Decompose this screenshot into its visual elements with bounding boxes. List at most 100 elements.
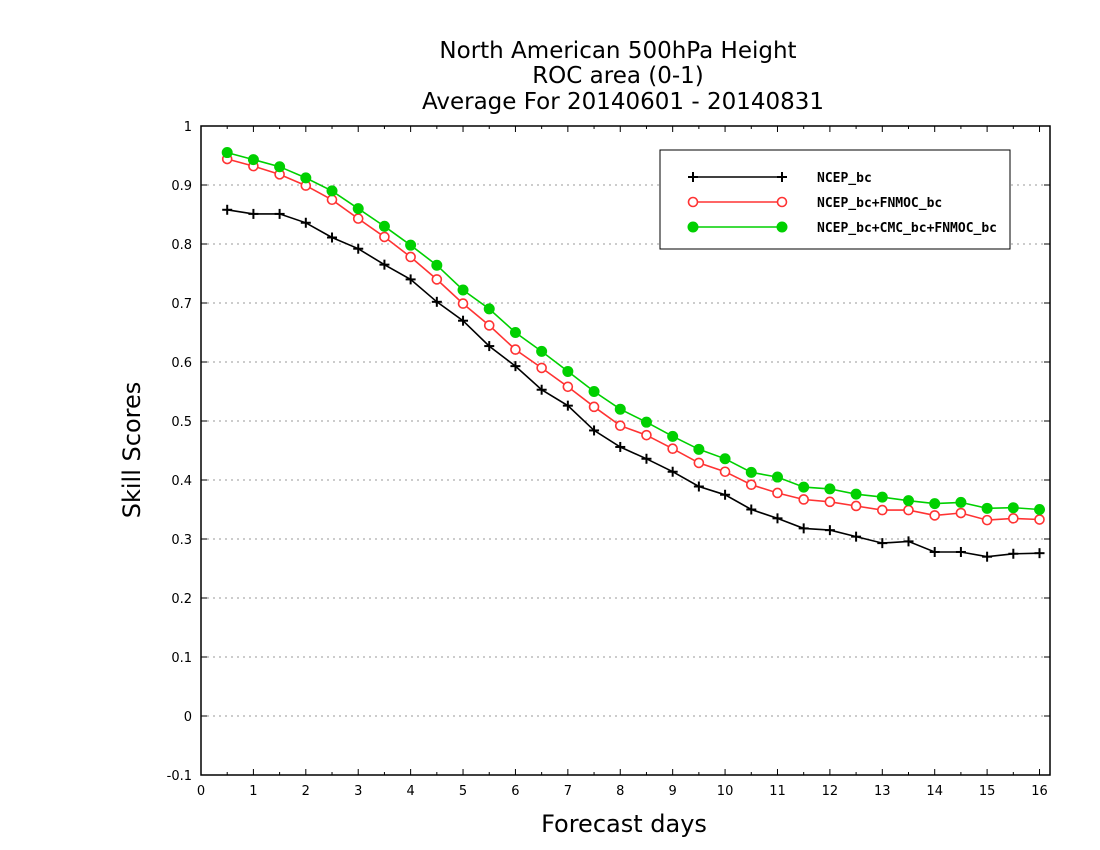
data-point: [641, 453, 652, 464]
legend-label: NCEP_bc+CMC_bc+FNMOC_bc: [817, 221, 997, 236]
y-tick-label: 0.4: [171, 474, 192, 489]
chart-title: North American 500hPa Height ROC area (0…: [422, 38, 824, 115]
y-tick-label: 0.1: [171, 651, 192, 666]
data-point: [510, 344, 521, 355]
data-point: [955, 546, 966, 557]
x-tick-label: 0: [197, 784, 205, 799]
data-point: [746, 504, 757, 515]
y-axis-title: Skill Scores: [118, 382, 146, 519]
data-point: [562, 400, 573, 411]
legend-item-2: NCEP_bc+CMC_bc+FNMOC_bc: [687, 221, 997, 236]
legend-label: NCEP_bc+FNMOC_bc: [817, 196, 942, 211]
title-line-2: ROC area (0-1): [532, 63, 704, 89]
data-point: [745, 479, 757, 491]
data-point: [719, 453, 731, 465]
series-1: [221, 153, 1045, 526]
data-point: [536, 362, 547, 374]
data-point: [771, 471, 783, 483]
data-point: [719, 466, 731, 478]
x-tick-label: 13: [874, 784, 891, 799]
data-point: [352, 203, 364, 215]
x-tick-label: 11: [769, 784, 786, 799]
series-0: [222, 204, 1045, 562]
legend-marker-end: [776, 221, 788, 233]
legend-box: [659, 149, 1011, 250]
data-point: [483, 303, 495, 315]
data-point: [405, 274, 416, 285]
data-point: [693, 481, 704, 492]
x-tick-label: 9: [669, 784, 677, 799]
data-point: [536, 345, 548, 357]
x-tick-label: 8: [616, 784, 624, 799]
x-tick-label: 16: [1031, 784, 1048, 799]
data-point: [981, 514, 993, 526]
data-point: [326, 194, 338, 206]
legend-marker-end: [777, 172, 787, 182]
data-point: [457, 298, 469, 309]
data-point: [772, 513, 783, 524]
data-point: [929, 498, 941, 510]
legend-item-1: NCEP_bc+FNMOC_bc: [687, 196, 942, 211]
data-point: [221, 147, 233, 159]
legend-item-0: NCEP_bc: [688, 171, 872, 186]
data-point: [929, 546, 940, 557]
plot-series: [221, 147, 1046, 562]
data-point: [798, 523, 809, 534]
data-point: [667, 430, 679, 442]
legend-marker-end: [776, 196, 788, 208]
data-point: [353, 243, 364, 254]
data-point: [378, 220, 390, 232]
data-point: [981, 502, 993, 514]
data-point: [509, 327, 521, 338]
data-point: [405, 239, 417, 251]
series-line-0: [227, 209, 1040, 558]
data-point: [615, 441, 626, 452]
x-tick-label: 7: [564, 784, 572, 799]
x-tick-label: 3: [354, 784, 362, 799]
data-point: [851, 531, 862, 542]
y-tick-label: -0.1: [167, 769, 192, 784]
data-point: [247, 154, 259, 166]
title-line-1: North American 500hPa Height: [439, 38, 796, 64]
data-point: [876, 491, 888, 503]
y-tick-label: 0.9: [171, 179, 192, 194]
x-tick-label: 10: [717, 784, 734, 799]
data-point: [1034, 514, 1045, 525]
data-point: [667, 466, 678, 477]
data-point: [1034, 504, 1046, 515]
data-point: [745, 466, 757, 478]
series-2: [221, 147, 1046, 515]
data-point: [300, 217, 311, 228]
x-tick-label: 2: [302, 784, 310, 799]
data-point: [720, 489, 731, 500]
data-point: [850, 488, 862, 500]
data-point: [614, 403, 626, 415]
data-point: [274, 208, 285, 219]
data-point: [614, 420, 626, 432]
data-point: [798, 481, 810, 493]
data-point: [824, 496, 836, 508]
data-point: [405, 251, 416, 263]
x-tick-label: 12: [822, 784, 839, 799]
data-point: [379, 231, 390, 243]
data-point: [562, 365, 574, 377]
y-tick-label: 0.2: [171, 592, 192, 607]
x-tick-label: 15: [979, 784, 996, 799]
data-point: [877, 538, 888, 549]
y-tick-label: 0.5: [171, 415, 192, 430]
data-point: [693, 457, 705, 469]
title-line-3: Average For 20140601 - 20140831: [422, 89, 824, 115]
data-point: [222, 204, 233, 215]
y-tick-label: 0.8: [171, 238, 192, 253]
data-point: [667, 443, 678, 455]
legend-marker-start: [687, 221, 699, 233]
data-point: [431, 274, 443, 285]
x-tick-label: 6: [511, 784, 519, 799]
x-tick-label: 5: [459, 784, 467, 799]
data-point: [483, 320, 495, 331]
data-point: [458, 315, 469, 326]
data-point: [876, 504, 888, 516]
data-point: [641, 429, 652, 441]
y-tick-label: 0.6: [171, 356, 192, 371]
data-point: [589, 425, 600, 436]
